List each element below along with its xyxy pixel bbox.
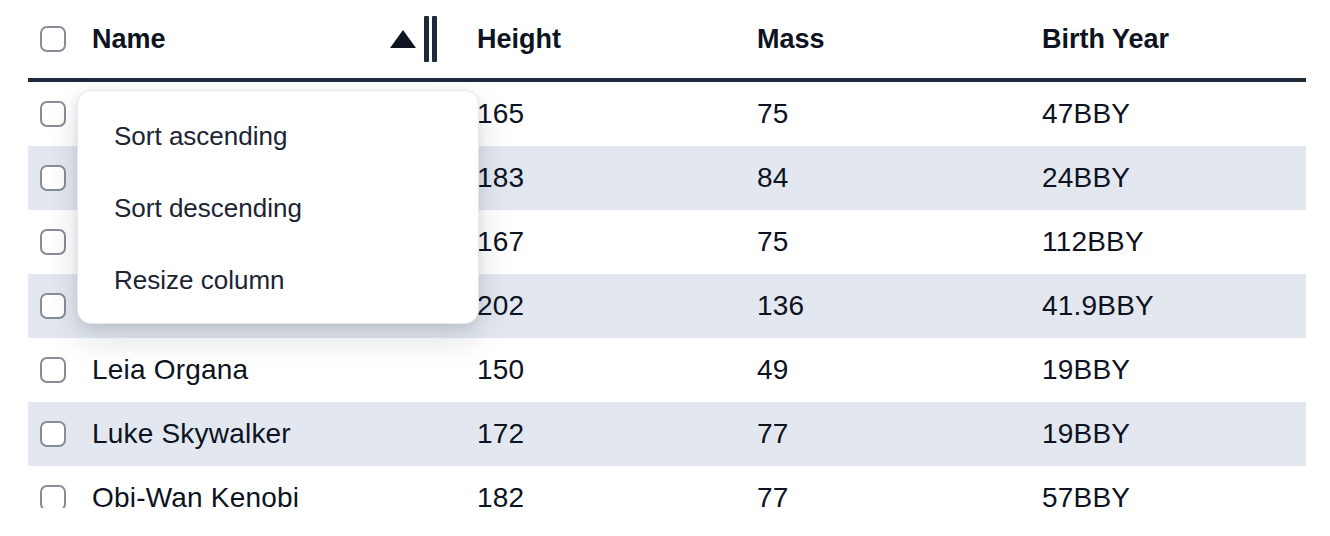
row-checkbox[interactable] <box>40 101 66 127</box>
cell-birth-year: 19BBY <box>1042 418 1306 450</box>
cell-birth-year: 24BBY <box>1042 162 1306 194</box>
cell-mass: 136 <box>757 290 1042 322</box>
column-context-menu: Sort ascending Sort descending Resize co… <box>77 90 479 324</box>
header-select-cell <box>28 26 92 52</box>
name-header-controls <box>390 16 437 62</box>
cell-birth-year: 19BBY <box>1042 354 1306 386</box>
select-all-checkbox[interactable] <box>40 26 66 52</box>
cell-mass: 75 <box>757 226 1042 258</box>
table-header-row: Name Height Mass Birth Year <box>28 0 1306 82</box>
row-checkbox[interactable] <box>40 229 66 255</box>
cell-height: 183 <box>477 162 757 194</box>
cell-mass: 77 <box>757 418 1042 450</box>
row-checkbox[interactable] <box>40 485 66 508</box>
cell-height: 172 <box>477 418 757 450</box>
row-checkbox[interactable] <box>40 421 66 447</box>
menu-item-sort-descending[interactable]: Sort descending <box>86 172 470 244</box>
cell-birth-year: 112BBY <box>1042 226 1306 258</box>
table-row: Obi-Wan Kenobi 182 77 57BBY <box>28 466 1306 508</box>
cell-name: Obi-Wan Kenobi <box>92 482 477 508</box>
menu-item-resize-column[interactable]: Resize column <box>86 244 470 316</box>
cell-mass: 49 <box>757 354 1042 386</box>
cell-birth-year: 47BBY <box>1042 98 1306 130</box>
cell-height: 150 <box>477 354 757 386</box>
cell-mass: 75 <box>757 98 1042 130</box>
cell-mass: 77 <box>757 482 1042 508</box>
cell-name: Leia Organa <box>92 354 477 386</box>
column-header-name[interactable]: Name <box>92 16 477 62</box>
table-row: Leia Organa 150 49 19BBY <box>28 338 1306 402</box>
cell-height: 165 <box>477 98 757 130</box>
cell-height: 182 <box>477 482 757 508</box>
column-header-mass[interactable]: Mass <box>757 24 1042 55</box>
cell-mass: 84 <box>757 162 1042 194</box>
column-resize-handle[interactable] <box>424 16 437 62</box>
cell-birth-year: 41.9BBY <box>1042 290 1306 322</box>
column-header-height[interactable]: Height <box>477 24 757 55</box>
cell-height: 167 <box>477 226 757 258</box>
cell-birth-year: 57BBY <box>1042 482 1306 508</box>
column-header-name-label: Name <box>92 24 166 55</box>
sort-ascending-icon <box>390 30 416 48</box>
row-checkbox[interactable] <box>40 165 66 191</box>
table-row: Luke Skywalker 172 77 19BBY <box>28 402 1306 466</box>
row-checkbox[interactable] <box>40 357 66 383</box>
row-checkbox[interactable] <box>40 293 66 319</box>
cell-height: 202 <box>477 290 757 322</box>
cell-name: Luke Skywalker <box>92 418 477 450</box>
menu-item-sort-ascending[interactable]: Sort ascending <box>86 100 470 172</box>
column-header-birth-year[interactable]: Birth Year <box>1042 24 1306 55</box>
